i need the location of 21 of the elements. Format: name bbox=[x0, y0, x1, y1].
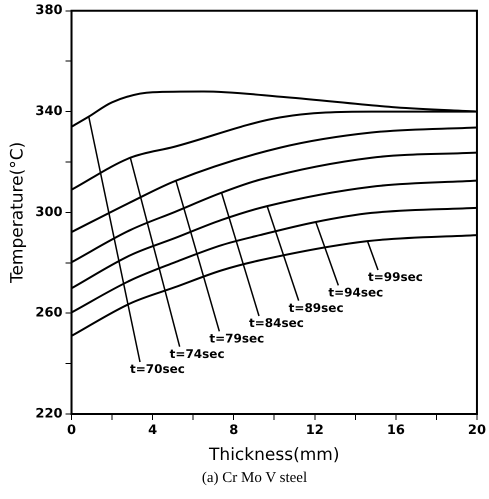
x-tick-label: 8 bbox=[229, 423, 238, 438]
annotation: t=94sec bbox=[328, 285, 384, 300]
y-tick-label: 380 bbox=[35, 3, 63, 18]
y-tick-label: 300 bbox=[35, 204, 63, 220]
x-tick-label: 0 bbox=[67, 423, 76, 438]
y-tick-label: 220 bbox=[35, 406, 63, 422]
annotation: t=74sec bbox=[170, 346, 225, 361]
annotation: t=89sec bbox=[288, 300, 344, 315]
y-axis-title: Temperature(°C) bbox=[8, 142, 28, 284]
annotation: t=70sec bbox=[130, 362, 185, 376]
x-axis-title: Thickness(mm) bbox=[208, 445, 340, 466]
annotation: t=99sec bbox=[368, 270, 423, 284]
y-tick-label: 260 bbox=[35, 306, 63, 321]
x-tick-label: 4 bbox=[148, 423, 158, 438]
x-tick-label: 16 bbox=[386, 423, 405, 438]
x-tick-label: 12 bbox=[306, 423, 324, 438]
y-tick-label: 340 bbox=[35, 104, 63, 119]
annotation: t=79sec bbox=[209, 331, 264, 346]
x-tick-label: 20 bbox=[468, 423, 486, 438]
annotation: t=84sec bbox=[249, 316, 304, 330]
text: (a) Cr Mo V steel bbox=[200, 470, 308, 487]
